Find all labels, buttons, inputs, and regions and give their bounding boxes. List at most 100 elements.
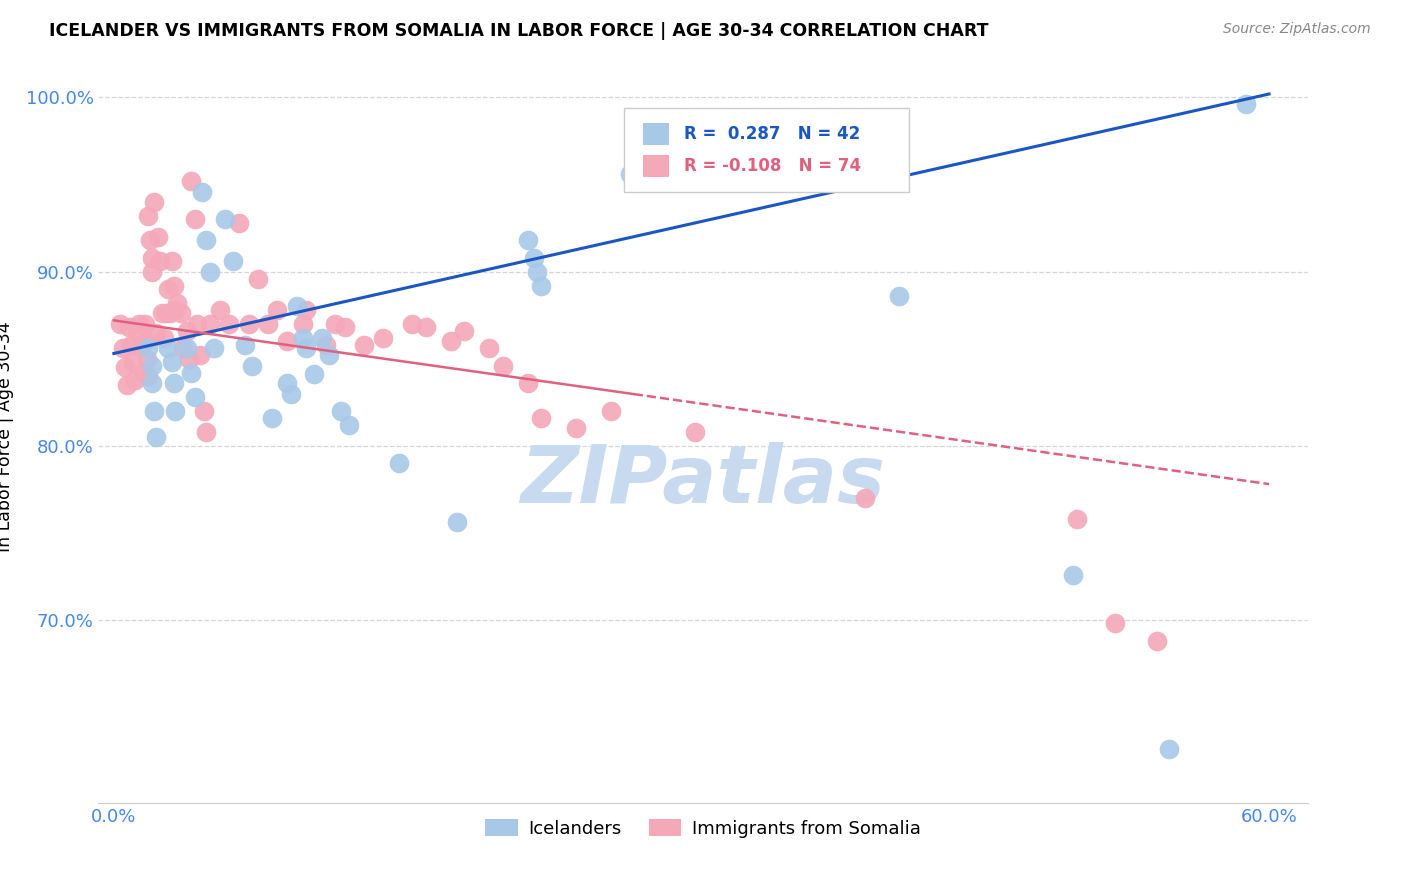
Point xyxy=(129,338,152,352)
Point xyxy=(242,359,264,373)
Point xyxy=(530,278,553,293)
Point xyxy=(323,317,346,331)
Point xyxy=(150,306,173,320)
Point xyxy=(112,341,135,355)
Point xyxy=(141,251,163,265)
Point xyxy=(138,341,160,355)
Point xyxy=(160,355,183,369)
Point xyxy=(156,341,179,355)
Point xyxy=(260,411,283,425)
Point xyxy=(373,331,395,345)
Point xyxy=(565,421,588,435)
Point xyxy=(180,366,202,380)
Point xyxy=(1146,633,1168,648)
Point xyxy=(145,430,167,444)
Point xyxy=(176,341,198,355)
Point xyxy=(238,317,260,331)
Point xyxy=(170,306,193,320)
Point xyxy=(160,254,183,268)
Point xyxy=(195,425,218,439)
Point xyxy=(1104,616,1126,631)
Point xyxy=(156,282,179,296)
Point xyxy=(124,373,146,387)
Point xyxy=(141,265,163,279)
Point xyxy=(118,320,141,334)
Point xyxy=(285,300,308,314)
Point xyxy=(1066,512,1088,526)
Point xyxy=(526,265,548,279)
Point xyxy=(276,334,298,349)
Point xyxy=(337,417,360,432)
Point xyxy=(114,360,136,375)
Point xyxy=(295,302,318,317)
Legend: Icelanders, Immigrants from Somalia: Icelanders, Immigrants from Somalia xyxy=(478,813,928,845)
Text: ZIPatlas: ZIPatlas xyxy=(520,442,886,520)
Point xyxy=(291,317,314,331)
Point xyxy=(134,334,156,349)
Point xyxy=(522,251,544,265)
Point xyxy=(247,271,270,285)
Point xyxy=(619,167,641,181)
Point xyxy=(138,209,160,223)
Point xyxy=(198,317,221,331)
Point xyxy=(530,411,553,425)
Y-axis label: In Labor Force | Age 30-34: In Labor Force | Age 30-34 xyxy=(0,322,14,552)
Point xyxy=(233,338,256,352)
Point xyxy=(280,386,302,401)
Point xyxy=(165,404,187,418)
Point xyxy=(1234,97,1257,112)
Point xyxy=(302,368,325,382)
Point xyxy=(315,338,337,352)
Point xyxy=(889,289,911,303)
Point xyxy=(401,317,423,331)
Point xyxy=(180,174,202,188)
Point xyxy=(155,306,177,320)
Point xyxy=(446,516,468,530)
Point xyxy=(202,341,225,355)
Point xyxy=(257,317,280,331)
Point xyxy=(191,185,214,199)
Point xyxy=(291,331,314,345)
Point xyxy=(478,341,501,355)
Point xyxy=(138,369,160,384)
Point xyxy=(122,355,145,369)
Point xyxy=(141,359,163,373)
Point xyxy=(453,324,475,338)
Point xyxy=(183,212,205,227)
Point xyxy=(162,278,184,293)
Point xyxy=(146,229,169,244)
FancyBboxPatch shape xyxy=(624,108,908,192)
Point xyxy=(141,376,163,390)
Point xyxy=(516,233,538,247)
Point xyxy=(135,351,157,366)
Point xyxy=(198,265,221,279)
Point xyxy=(108,317,131,331)
Point xyxy=(193,404,215,418)
Point xyxy=(165,302,187,317)
Point xyxy=(149,254,172,268)
Point xyxy=(330,404,353,418)
Point xyxy=(176,324,198,338)
Text: R = -0.108   N = 74: R = -0.108 N = 74 xyxy=(683,158,860,176)
Point xyxy=(162,376,184,390)
Point xyxy=(415,320,437,334)
Text: ICELANDER VS IMMIGRANTS FROM SOMALIA IN LABOR FORCE | AGE 30-34 CORRELATION CHAR: ICELANDER VS IMMIGRANTS FROM SOMALIA IN … xyxy=(49,22,988,40)
Point xyxy=(166,296,188,310)
Point xyxy=(183,390,205,404)
Point xyxy=(1062,567,1084,582)
Point xyxy=(333,320,356,334)
Point xyxy=(159,306,181,320)
Point xyxy=(853,491,876,505)
Point xyxy=(128,317,150,331)
Point xyxy=(1157,741,1180,756)
Point xyxy=(153,331,176,345)
Point xyxy=(177,351,200,366)
Point xyxy=(228,216,250,230)
Point xyxy=(208,302,231,317)
Point xyxy=(131,366,153,380)
Point xyxy=(311,331,333,345)
Point xyxy=(266,302,288,317)
Point xyxy=(117,377,139,392)
Point xyxy=(516,376,538,390)
Point xyxy=(318,348,340,362)
